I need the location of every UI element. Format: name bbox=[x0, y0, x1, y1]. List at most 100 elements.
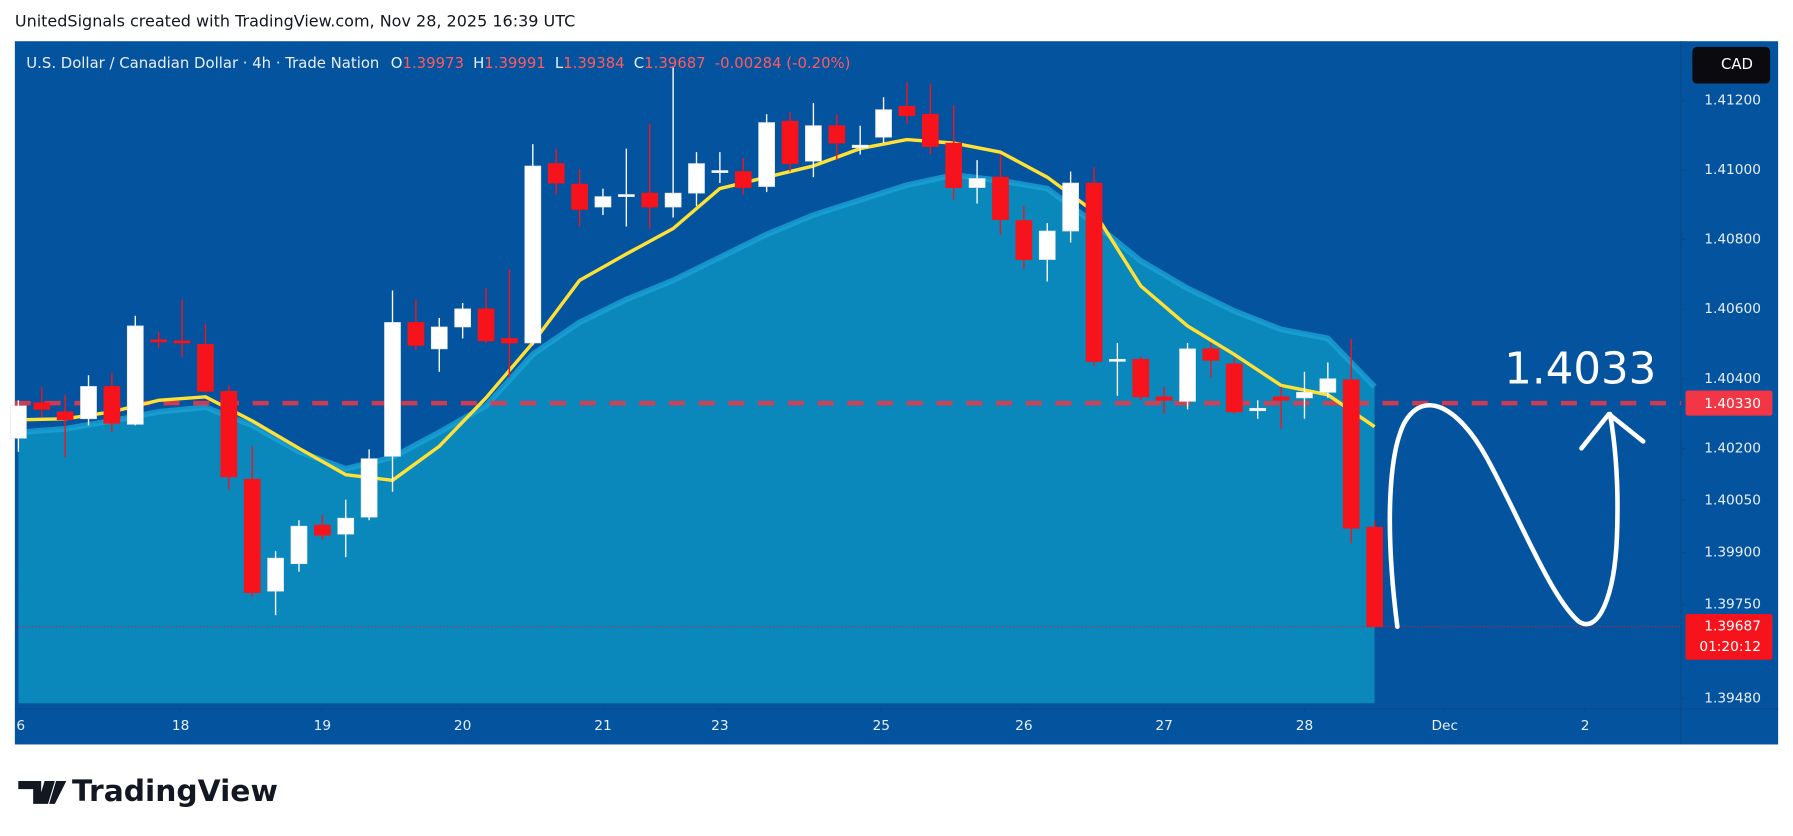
candle-body bbox=[1062, 182, 1079, 232]
candle-body bbox=[594, 196, 612, 208]
candle-body bbox=[477, 308, 495, 342]
candle-body bbox=[875, 109, 892, 138]
candle-body bbox=[921, 113, 939, 147]
candle-body bbox=[898, 105, 916, 116]
y-tick-label: 1.40800 bbox=[1704, 232, 1761, 248]
candle-body bbox=[617, 194, 635, 197]
candle-body bbox=[1038, 230, 1056, 260]
candle-body bbox=[524, 165, 542, 344]
candle-body bbox=[126, 325, 144, 425]
legend: U.S. Dollar / Canadian Dollar · 4h · Tra… bbox=[26, 54, 850, 72]
legend-value: 1.39973 bbox=[403, 54, 464, 72]
y-tick-label: 1.39750 bbox=[1704, 597, 1761, 613]
candle-body bbox=[664, 192, 682, 208]
cloud-edge bbox=[18, 172, 1377, 472]
candle-body bbox=[1272, 396, 1290, 401]
last-price-box bbox=[1685, 614, 1773, 660]
candle-body bbox=[1225, 363, 1243, 413]
x-tick-label: 6 bbox=[16, 718, 25, 734]
candle-body bbox=[220, 390, 238, 478]
candle-body bbox=[711, 170, 729, 173]
candle-body bbox=[781, 120, 799, 164]
y-tick-label: 1.40600 bbox=[1704, 301, 1761, 317]
candle-body bbox=[173, 340, 191, 344]
y-tick-label: 1.39480 bbox=[1704, 691, 1761, 707]
legend-key: L bbox=[555, 54, 564, 72]
legend-key: C bbox=[634, 54, 644, 72]
candle-body bbox=[10, 405, 27, 439]
candle-body bbox=[992, 176, 1009, 220]
candle-body bbox=[337, 517, 355, 535]
candle-body bbox=[150, 339, 168, 343]
candle-body bbox=[968, 178, 986, 188]
candle-body bbox=[1319, 378, 1337, 393]
plot-area: 1.41200 1.41000 1.40800 1.40600 1.40400 1.402… bbox=[10, 41, 1779, 745]
attribution: UnitedSignals created with TradingView.c… bbox=[15, 11, 575, 30]
candle-body bbox=[851, 144, 869, 148]
candle-body bbox=[1109, 358, 1126, 362]
candle-body bbox=[103, 386, 121, 424]
x-tick-label: 26 bbox=[1015, 718, 1032, 734]
candle-body bbox=[1015, 220, 1033, 260]
candle-body bbox=[314, 524, 331, 536]
candle-body bbox=[688, 163, 705, 194]
legend-change: -0.00284 (-0.20%) bbox=[715, 54, 851, 72]
candle-body bbox=[828, 125, 846, 144]
candle-body bbox=[805, 125, 822, 162]
x-tick-label: 2 bbox=[1581, 718, 1590, 734]
y-tick-label: 1.39900 bbox=[1704, 545, 1761, 561]
ema-line bbox=[18, 137, 1376, 483]
x-tick-label: 20 bbox=[454, 718, 471, 734]
candle-body bbox=[1085, 182, 1103, 362]
candle-body bbox=[430, 326, 448, 350]
candle-body bbox=[1296, 391, 1313, 399]
legend-value: 1.39687 bbox=[644, 54, 705, 72]
x-tick-label: 19 bbox=[314, 718, 331, 734]
cloud-area bbox=[18, 175, 1375, 704]
candle-body bbox=[547, 163, 565, 184]
y-tick-label: 1.40200 bbox=[1704, 440, 1761, 456]
countdown: 01:20:12 bbox=[1699, 639, 1761, 655]
y-tick-label: 1.40050 bbox=[1704, 492, 1761, 508]
candle-body bbox=[1179, 348, 1196, 402]
hand-drawn-arrow bbox=[1387, 403, 1646, 629]
x-tick-label: 18 bbox=[172, 718, 189, 734]
candle-body bbox=[1155, 396, 1173, 401]
legend-key: O bbox=[391, 54, 403, 72]
candle-body bbox=[384, 322, 401, 457]
candle-body bbox=[1202, 348, 1220, 361]
x-tick-label: 23 bbox=[711, 718, 728, 734]
y-tick-label: 1.40400 bbox=[1704, 371, 1761, 387]
currency-label: CAD bbox=[1721, 55, 1753, 73]
y-tick-label: 1.41000 bbox=[1704, 162, 1761, 178]
candle-body bbox=[33, 402, 51, 410]
candle-body bbox=[1132, 358, 1150, 398]
candle-body bbox=[641, 192, 659, 208]
candle-body bbox=[758, 122, 775, 187]
candle-body bbox=[290, 525, 308, 565]
candle-body bbox=[80, 386, 97, 420]
candle-body bbox=[1366, 526, 1383, 627]
candle-body bbox=[267, 557, 284, 592]
brand-name: TradingView bbox=[72, 774, 278, 809]
candle-body bbox=[243, 478, 261, 593]
level-annotation: 1.4033 bbox=[1504, 345, 1656, 395]
currency-badge bbox=[1692, 46, 1771, 84]
x-tick-label: 21 bbox=[594, 718, 611, 734]
legend-value: 1.39991 bbox=[484, 54, 545, 72]
candle-body bbox=[945, 142, 963, 188]
legend-value: 1.39384 bbox=[563, 54, 624, 72]
candle-body bbox=[56, 411, 74, 421]
brand-logo bbox=[18, 781, 67, 804]
x-tick-label: 27 bbox=[1155, 718, 1172, 734]
candle-body bbox=[571, 183, 588, 210]
x-tick-label: Dec bbox=[1431, 718, 1458, 734]
candle-body bbox=[360, 458, 378, 518]
candle-body bbox=[734, 171, 752, 188]
level-label-box bbox=[1685, 390, 1773, 416]
candle-body bbox=[501, 338, 518, 344]
last-price-label: 1.39687 bbox=[1704, 619, 1761, 635]
candle-body bbox=[1249, 407, 1267, 412]
